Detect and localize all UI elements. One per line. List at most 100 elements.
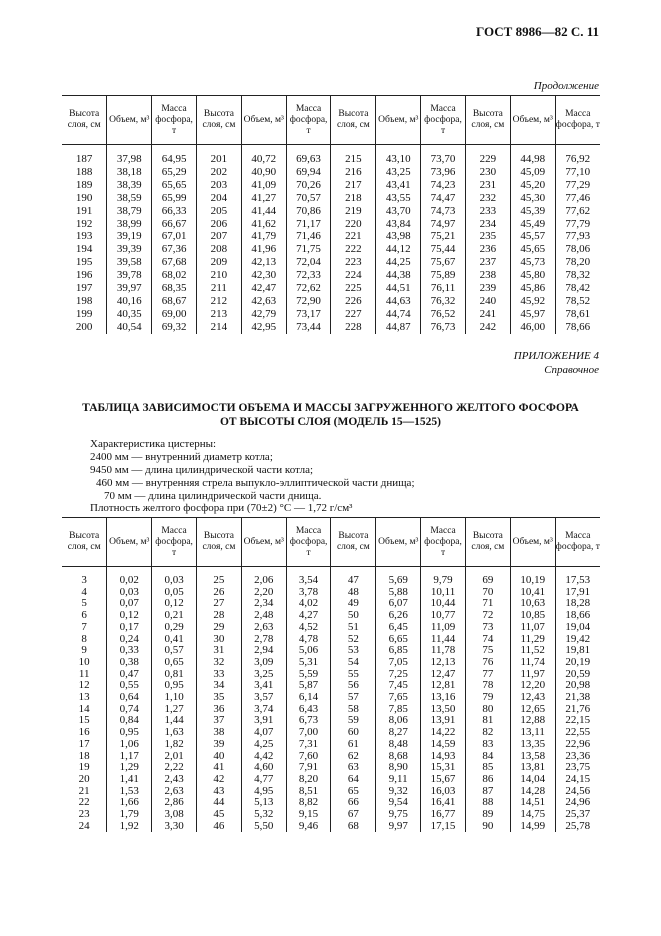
cell: 9,97: [375, 820, 421, 833]
appendix-sublabel: Справочное: [544, 364, 599, 376]
row: 191 38,79 66,33 205 41,44 70,86 219 43,70 74,73 2…: [62, 204, 600, 218]
cell: 42,13: [240, 256, 287, 270]
cell: 70: [464, 586, 511, 599]
cell: 74,73: [420, 204, 466, 218]
cell: 5,88: [375, 586, 421, 599]
cell: 5,32: [240, 808, 287, 821]
column-header: Масса фосфора, т: [285, 95, 331, 145]
cell: 78,52: [554, 294, 600, 308]
cell: 77: [464, 668, 511, 681]
cell: 6,07: [375, 598, 421, 611]
cell: 13,11: [509, 726, 556, 739]
cell: 69,32: [151, 320, 197, 334]
row: 19 1,29 2,22 41 4,60 7,91 63 8,90 15,31 85 13,81 23…: [62, 762, 600, 774]
cell: 43,25: [375, 165, 421, 179]
cell: 19: [78, 761, 90, 774]
cell: 8,90: [375, 762, 421, 774]
cell: 21,76: [554, 703, 600, 716]
cell: 13,81: [509, 762, 556, 774]
cell: 62: [330, 750, 376, 763]
cell: 242: [464, 320, 511, 334]
cell: 42,95: [240, 320, 287, 334]
column-header: Объем, м³: [375, 95, 421, 145]
cell: 7,65: [375, 691, 421, 704]
cell: 0,03: [151, 574, 197, 587]
cell: 76,32: [420, 294, 466, 308]
cell: 23: [78, 808, 90, 821]
column-header: Высота слоя, см: [195, 95, 242, 145]
row: 195 39,58 67,68 209 42,13 72,04 223 44,25 75,67 2…: [62, 256, 600, 270]
cell: 4,77: [240, 773, 287, 786]
column-header: Высота слоя, см: [330, 517, 376, 567]
cell: 90: [464, 820, 511, 833]
cell: 52: [330, 633, 376, 646]
cell: 0,02: [106, 574, 152, 587]
cell: 74,97: [420, 217, 466, 231]
cell: 7,05: [375, 656, 421, 669]
cell: 44,98: [509, 153, 556, 166]
cell: 78: [464, 680, 511, 693]
cell: 84: [464, 750, 511, 763]
cell: 18: [78, 749, 90, 762]
row: 18 1,17 2,01 40 4,42 7,60 62 8,68 14,93 84 13,58 23…: [62, 749, 600, 763]
cell: 12,13: [420, 656, 466, 669]
cell: 221: [330, 230, 376, 244]
cell: 78,66: [554, 320, 600, 334]
cell: 219: [330, 204, 376, 218]
cell: 38,18: [106, 165, 152, 179]
cell: 0,65: [151, 656, 197, 669]
cell: 0,38: [106, 656, 152, 669]
cell: 77,10: [554, 165, 600, 179]
cell: 57: [330, 691, 376, 704]
cell: 16,03: [420, 785, 466, 798]
cell: 53: [330, 645, 376, 657]
cell: 0,95: [151, 680, 197, 693]
cell: 65,65: [151, 178, 197, 192]
cell: 24,96: [554, 797, 600, 810]
spacer: [330, 144, 376, 153]
cell: 46,00: [509, 320, 556, 334]
cell: 190: [75, 191, 93, 204]
cell: 216: [330, 165, 376, 179]
cell: 19,04: [554, 621, 600, 634]
cell: 0,21: [151, 609, 197, 622]
cell: 4,78: [285, 633, 331, 646]
header-row: Высота слоя, см Объем, м³ Масса фосфора, т…: [62, 95, 600, 145]
cell: 22,55: [554, 726, 600, 739]
column-header: Высота слоя, см: [464, 95, 511, 145]
text-line: Плотность желтого фосфора при (70±2) °С …: [90, 502, 353, 514]
text-line: Характеристика цистерны:: [90, 438, 217, 450]
column-header: Масса фосфора, т: [151, 95, 197, 145]
cell: 37: [195, 715, 242, 728]
cell: 3,41: [240, 680, 287, 693]
cell: 238: [464, 269, 511, 283]
cell: 7,60: [285, 750, 331, 763]
cell: 0,95: [106, 726, 152, 739]
column-header: Высота слоя, см: [62, 517, 107, 567]
cell: 83: [464, 738, 511, 751]
spacer: [62, 145, 107, 154]
cell: 77,46: [554, 191, 600, 205]
cell: 197: [75, 282, 93, 295]
cell: 1,82: [151, 738, 197, 751]
cell: 71,75: [285, 243, 331, 257]
cell: 14,99: [509, 820, 556, 833]
cell: 67: [330, 808, 376, 821]
cell: 86: [464, 773, 511, 786]
cell: 44,12: [375, 243, 421, 257]
cell: 14,04: [509, 773, 556, 786]
cell: 77,79: [554, 217, 600, 231]
spacer: [151, 566, 197, 575]
text-line: 9450 мм — длина цилиндрической части кот…: [90, 464, 314, 476]
cell: 73,17: [285, 307, 331, 321]
spacer: [554, 566, 600, 575]
cell: 8,82: [285, 797, 331, 810]
row: 17 1,06 1,82 39 4,25 7,31 61 8,48 14,59 83 13,35 22…: [62, 738, 600, 751]
cell: 74,47: [420, 191, 466, 205]
cell: 72: [464, 609, 511, 622]
cell: 11: [78, 667, 90, 680]
cell: 229: [464, 153, 511, 166]
cell: 45,30: [509, 191, 556, 205]
spacer: [240, 566, 287, 575]
cell: 44,74: [375, 307, 421, 321]
